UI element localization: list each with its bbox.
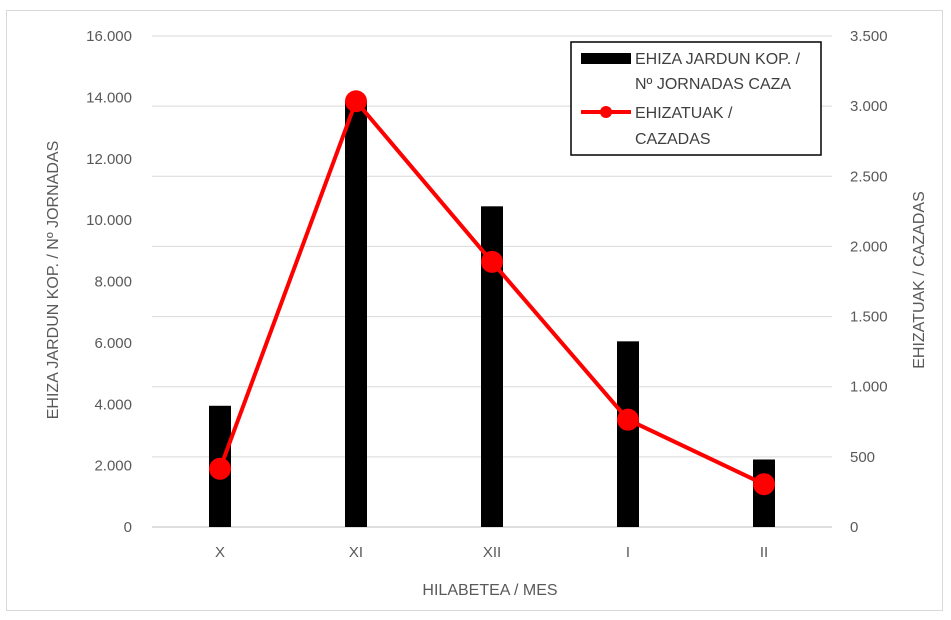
legend-line-marker bbox=[600, 106, 612, 118]
right-axis-ticks: 0 500 1.000 1.500 2.000 2.500 3.000 3.500 bbox=[850, 28, 888, 536]
bar bbox=[481, 206, 503, 528]
left-axis-ticks: 0 2.000 4.000 6.000 8.000 10.000 12.000 14.000 1… bbox=[86, 28, 132, 536]
left-tick-label: 10.000 bbox=[86, 212, 132, 229]
legend-bar-label-line1: EHIZA JARDUN KOP. / bbox=[635, 51, 801, 68]
right-tick-label: 1.000 bbox=[850, 379, 888, 396]
left-tick-label: 8.000 bbox=[94, 274, 132, 291]
x-axis-ticks: X XI XII I II bbox=[215, 544, 768, 561]
left-tick-label: 14.000 bbox=[86, 89, 132, 106]
right-tick-label: 500 bbox=[850, 449, 875, 466]
line-series bbox=[209, 90, 775, 496]
x-tick-label: XII bbox=[483, 544, 501, 561]
left-tick-label: 12.000 bbox=[86, 151, 132, 168]
left-tick-label: 0 bbox=[124, 519, 132, 536]
left-tick-label: 16.000 bbox=[86, 28, 132, 45]
right-tick-label: 2.500 bbox=[850, 168, 888, 185]
left-tick-label: 4.000 bbox=[94, 396, 132, 413]
x-tick-label: XI bbox=[349, 544, 363, 561]
line-point bbox=[481, 250, 503, 273]
right-tick-label: 2.000 bbox=[850, 238, 888, 255]
legend: EHIZA JARDUN KOP. / Nº JORNADAS CAZA EHI… bbox=[570, 41, 822, 156]
right-axis-title: EHIZATUAK / CAZADAS bbox=[911, 191, 928, 369]
x-tick-label: X bbox=[215, 544, 225, 561]
right-tick-label: 3.000 bbox=[850, 98, 888, 115]
line-point bbox=[345, 90, 367, 113]
bar bbox=[617, 341, 639, 527]
right-tick-label: 3.500 bbox=[850, 28, 888, 45]
legend-bar-label-line2: Nº JORNADAS CAZA bbox=[635, 76, 791, 93]
left-tick-label: 2.000 bbox=[94, 458, 132, 475]
line-point bbox=[209, 457, 231, 480]
legend-line-label-line1: EHIZATUAK / bbox=[635, 105, 733, 122]
left-tick-label: 6.000 bbox=[94, 335, 132, 352]
left-axis-title: EHIZA JARDUN KOP. / Nº JORNADAS bbox=[45, 141, 62, 420]
x-tick-label: II bbox=[760, 544, 768, 561]
legend-bar-swatch bbox=[581, 53, 631, 64]
right-tick-label: 1.500 bbox=[850, 309, 888, 326]
line-point bbox=[753, 473, 775, 496]
bar bbox=[345, 100, 367, 527]
right-tick-label: 0 bbox=[850, 519, 858, 536]
line-point bbox=[617, 408, 639, 431]
legend-line-label-line2: CAZADAS bbox=[635, 131, 711, 148]
x-tick-label: I bbox=[626, 544, 630, 561]
x-axis-title: HILABETEA / MES bbox=[422, 582, 557, 599]
